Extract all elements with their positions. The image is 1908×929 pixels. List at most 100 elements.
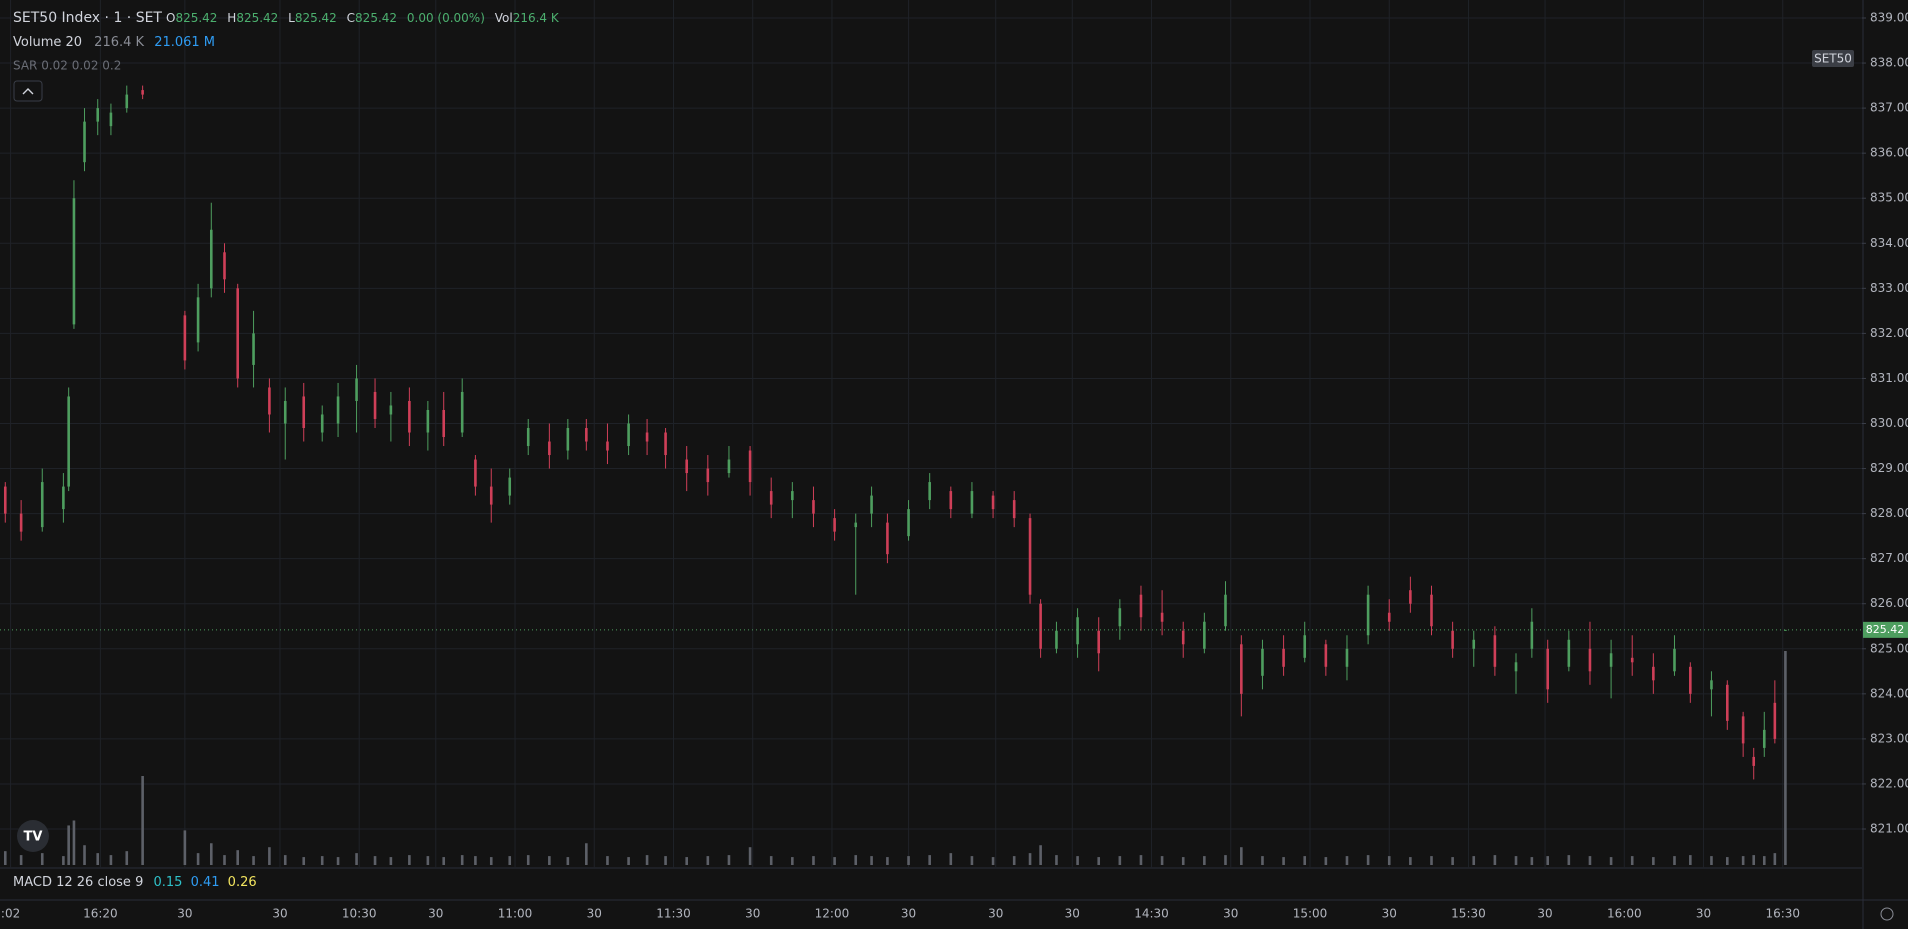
candle-body <box>1097 630 1101 654</box>
candle-body <box>460 391 464 433</box>
y-tick-label: 821.00 <box>1870 822 1908 836</box>
volume-bar <box>1387 856 1391 865</box>
candle-body <box>442 409 446 438</box>
candle-body <box>727 459 731 474</box>
candle-body <box>812 500 815 514</box>
candle-body <box>1282 648 1285 667</box>
y-tick-label: 830.00 <box>1870 416 1908 430</box>
volume-bar <box>706 856 710 865</box>
candle-body <box>302 396 306 429</box>
candle-body <box>1409 590 1412 604</box>
candle-body <box>1055 630 1058 649</box>
candle-body <box>355 378 358 401</box>
candle-body <box>1710 680 1713 690</box>
volume-bar <box>125 851 129 865</box>
candle-body <box>928 482 931 501</box>
candle-body <box>508 477 512 496</box>
volume-bar <box>1546 856 1550 865</box>
x-tick-label: 30 <box>988 907 1003 921</box>
volume-bar <box>1028 853 1032 865</box>
label: H <box>227 11 236 25</box>
last-price-label: 825.42 <box>1866 623 1905 636</box>
candle-body <box>833 518 836 532</box>
candle-body <box>1345 648 1349 667</box>
candle-body <box>1240 644 1243 694</box>
volume-bar <box>1588 856 1592 865</box>
volume-bar <box>1409 857 1412 865</box>
volume-bar <box>886 857 889 865</box>
volume-bar <box>1530 857 1534 865</box>
volume-bar <box>1303 856 1307 865</box>
volume-bar <box>1055 855 1058 865</box>
candle-body <box>474 459 477 487</box>
candle-body <box>389 405 393 415</box>
ohlc-legend: O825.42 H825.42 L825.42 C825.42 0.00 (0.… <box>166 11 560 25</box>
y-tick-label: 824.00 <box>1870 686 1908 700</box>
candle-body <box>1741 716 1745 744</box>
candle-body <box>1689 666 1692 694</box>
settings-icon[interactable] <box>1880 907 1894 921</box>
y-tick-label: 837.00 <box>1870 101 1908 115</box>
x-tick-label: 11:00 <box>498 907 533 921</box>
volume-bar <box>812 856 815 865</box>
candle-body <box>1493 635 1497 667</box>
candle-body <box>1203 621 1206 649</box>
candle-body <box>645 432 649 442</box>
y-tick-label: 834.00 <box>1870 236 1908 250</box>
candle-body <box>373 391 377 419</box>
x-tick-label: 30 <box>272 907 287 921</box>
candle-body <box>1609 653 1613 667</box>
candle-body <box>96 108 100 122</box>
volume-bar <box>685 857 688 865</box>
volume-bar <box>1630 856 1634 865</box>
volume-bar <box>548 856 551 865</box>
candle-body <box>548 441 551 456</box>
value: 216.4 K <box>513 11 560 25</box>
candle-body <box>426 409 430 433</box>
value: 825.42 <box>175 11 217 25</box>
volume-bar <box>1118 856 1122 865</box>
volume-bar <box>72 820 76 865</box>
volume-bar <box>1493 855 1497 865</box>
sar-legend: SAR 0.02 0.02 0.2 <box>13 59 121 73</box>
volume-bar <box>109 855 113 865</box>
candle-body <box>769 491 773 505</box>
logo[interactable] <box>17 820 49 852</box>
volume-bar <box>336 857 340 865</box>
candle-body <box>526 428 530 447</box>
candle-body <box>236 288 240 379</box>
x-tick-label: 15:00 <box>1293 907 1328 921</box>
candle-body <box>40 482 44 528</box>
x-tick-label: 30 <box>745 907 760 921</box>
volume-bar <box>627 857 630 865</box>
volume-bar <box>1784 651 1787 865</box>
collapse-icon <box>22 88 34 95</box>
volume-bar <box>1609 857 1613 865</box>
collapse-button[interactable] <box>13 80 43 102</box>
candle-body <box>566 428 570 451</box>
volume-bar <box>1451 857 1454 865</box>
volume-bar <box>508 856 512 865</box>
volume-legend: Volume 20 216.4 K 21.061 M <box>13 35 215 50</box>
value: 0.41 <box>191 875 220 890</box>
x-tick-label: 11:30 <box>656 907 691 921</box>
volume-bar <box>83 845 86 865</box>
x-tick-label: 12:00 <box>815 907 850 921</box>
volume-bar <box>96 853 100 865</box>
candle-body <box>62 486 65 510</box>
volume-bar <box>1012 856 1016 865</box>
volume-bar <box>19 855 23 865</box>
volume-bar <box>1039 845 1042 865</box>
volume-bar <box>769 856 773 865</box>
candle-body <box>141 90 144 95</box>
candle-body <box>489 486 493 505</box>
volume-bar <box>1741 856 1745 865</box>
y-tick-label: 835.00 <box>1870 191 1908 205</box>
candle-body <box>585 428 588 442</box>
label: Volume 20 <box>13 35 82 50</box>
candle-body <box>67 396 70 487</box>
candle-body <box>907 509 910 537</box>
candle-body <box>1588 648 1592 672</box>
candle-body <box>1567 639 1571 667</box>
x-tick-label: :02 <box>1 907 20 921</box>
